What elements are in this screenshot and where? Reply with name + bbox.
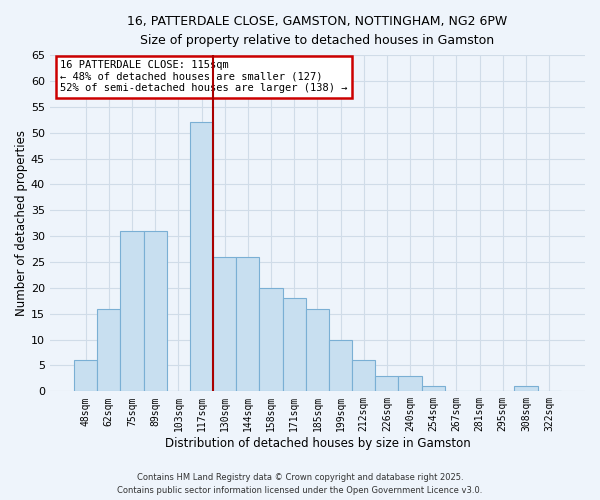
Bar xyxy=(283,298,306,392)
Bar xyxy=(422,386,445,392)
Bar xyxy=(213,257,236,392)
Bar xyxy=(329,340,352,392)
Bar xyxy=(259,288,283,392)
X-axis label: Distribution of detached houses by size in Gamston: Distribution of detached houses by size … xyxy=(164,437,470,450)
Bar xyxy=(190,122,213,392)
Bar xyxy=(306,308,329,392)
Bar xyxy=(121,231,143,392)
Text: 16 PATTERDALE CLOSE: 115sqm
← 48% of detached houses are smaller (127)
52% of se: 16 PATTERDALE CLOSE: 115sqm ← 48% of det… xyxy=(61,60,348,94)
Bar xyxy=(514,386,538,392)
Bar xyxy=(236,257,259,392)
Text: Contains HM Land Registry data © Crown copyright and database right 2025.
Contai: Contains HM Land Registry data © Crown c… xyxy=(118,474,482,495)
Bar xyxy=(143,231,167,392)
Bar xyxy=(74,360,97,392)
Title: 16, PATTERDALE CLOSE, GAMSTON, NOTTINGHAM, NG2 6PW
Size of property relative to : 16, PATTERDALE CLOSE, GAMSTON, NOTTINGHA… xyxy=(127,15,508,47)
Bar xyxy=(352,360,376,392)
Y-axis label: Number of detached properties: Number of detached properties xyxy=(15,130,28,316)
Bar xyxy=(97,308,121,392)
Bar xyxy=(398,376,422,392)
Bar xyxy=(376,376,398,392)
